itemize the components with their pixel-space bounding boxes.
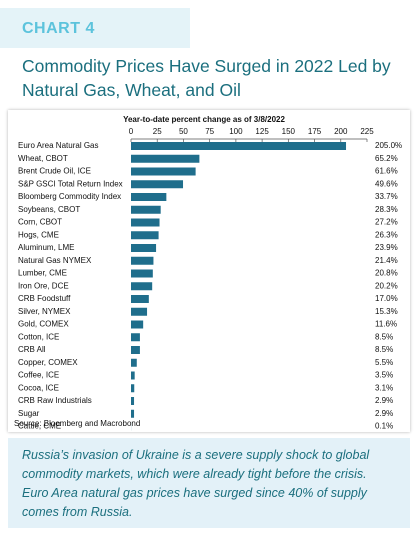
value-label: 5.5% (375, 358, 393, 367)
category-label: Coffee, ICE (18, 371, 59, 380)
bar (131, 320, 144, 329)
bar (131, 346, 140, 354)
x-tick-label: 225 (360, 127, 374, 136)
bar (131, 371, 135, 380)
value-label: 15.3% (375, 307, 398, 316)
x-tick-label: 0 (129, 127, 134, 136)
x-tick-label: 75 (205, 127, 214, 136)
value-label: 8.5% (375, 332, 393, 341)
bar (131, 142, 347, 150)
category-label: CRB All (18, 345, 46, 354)
category-label: Sugar (18, 409, 40, 418)
source: Source: Bloomberg and Macrobond (14, 419, 140, 428)
category-label: Brent Crude Oil, ICE (18, 167, 91, 176)
value-label: 3.1% (375, 383, 393, 392)
bar (131, 167, 196, 176)
category-label: S&P GSCI Total Return Index (18, 179, 123, 188)
value-label: 0.1% (375, 422, 393, 431)
value-label: 26.3% (375, 230, 398, 239)
value-label: 65.2% (375, 154, 398, 163)
chart-panel: Year-to-date percent change as of 3/8/20… (8, 110, 410, 432)
bar (131, 244, 157, 252)
value-label: 2.9% (375, 409, 393, 418)
bar (131, 256, 154, 265)
bar (131, 295, 149, 303)
value-label: 21.4% (375, 256, 398, 265)
bar (131, 205, 161, 214)
chart-label: CHART 4 (22, 20, 95, 37)
value-label: 20.8% (375, 269, 398, 278)
bar (131, 218, 160, 227)
category-label: Corn, CBOT (18, 218, 62, 227)
x-tick-label: 100 (229, 127, 243, 136)
value-label: 61.6% (375, 167, 398, 176)
label-band (0, 8, 190, 48)
x-tick-label: 200 (334, 127, 348, 136)
bar (131, 180, 184, 189)
bar (131, 282, 153, 291)
category-label: Cattle, CME (18, 422, 61, 431)
category-label: Silver, NYMEX (18, 307, 71, 316)
category-label: Lumber, CME (18, 269, 67, 278)
x-tick-label: 125 (255, 127, 269, 136)
category-label: CRB Foodstuff (18, 294, 71, 303)
category-label: Bloomberg Commodity Index (18, 192, 121, 201)
category-label: CRB Raw Industrials (18, 396, 92, 405)
category-label: Cotton, ICE (18, 332, 59, 341)
value-label: 3.5% (375, 371, 393, 380)
bar (131, 307, 148, 316)
value-label: 2.9% (375, 396, 393, 405)
category-label: Gold, COMEX (18, 320, 69, 329)
callout: Russia’s invasion of Ukraine is a severe… (8, 438, 410, 528)
bar (131, 397, 135, 405)
category-label: Hogs, CME (18, 230, 59, 239)
bar (131, 193, 167, 201)
bar (131, 384, 135, 393)
category-label: Iron Ore, DCE (18, 281, 69, 290)
value-label: 205.0% (375, 141, 402, 150)
value-label: 23.9% (375, 243, 398, 252)
category-label: Wheat, CBOT (18, 154, 68, 163)
category-label: Copper, COMEX (18, 358, 78, 367)
value-label: 17.0% (375, 294, 398, 303)
value-label: 28.3% (375, 205, 398, 214)
category-label: Euro Area Natural Gas (18, 141, 98, 150)
bar (131, 333, 140, 342)
bar (131, 231, 159, 240)
category-label: Aluminum, LME (18, 243, 74, 252)
category-label: Natural Gas NYMEX (18, 256, 92, 265)
bar (131, 358, 137, 367)
value-label: 49.6% (375, 179, 398, 188)
value-label: 11.6% (375, 320, 397, 329)
chart: Year-to-date percent change as of 3/8/20… (14, 115, 402, 431)
x-tick-label: 50 (179, 127, 188, 136)
x-tick-label: 25 (153, 127, 162, 136)
bar (131, 154, 200, 163)
value-label: 8.5% (375, 345, 393, 354)
category-label: Soybeans, CBOT (18, 205, 80, 214)
value-label: 33.7% (375, 192, 398, 201)
value-label: 20.2% (375, 281, 398, 290)
bar (131, 409, 135, 418)
x-tick-label: 175 (308, 127, 322, 136)
value-label: 27.2% (375, 218, 398, 227)
chart-subtitle: Year-to-date percent change as of 3/8/20… (123, 115, 285, 124)
category-label: Cocoa, ICE (18, 383, 59, 392)
page-title: Commodity Prices Have Surged in 2022 Led… (22, 56, 391, 100)
x-tick-label: 150 (282, 127, 296, 136)
bar (131, 269, 153, 278)
